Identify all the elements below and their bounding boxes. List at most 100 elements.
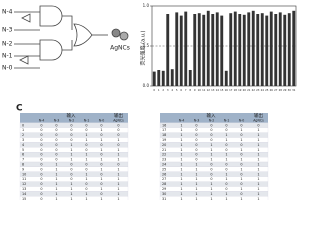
table-cell: 1 (225, 153, 227, 157)
table-cell: 1 (70, 192, 72, 196)
x-tick-label: 20 (243, 88, 247, 92)
table-cell: 1 (257, 162, 259, 166)
table-cell: 0 (70, 138, 72, 142)
table-cell: 0 (70, 128, 72, 132)
table-row-bg (19, 152, 129, 158)
table-cell: 1 (180, 187, 182, 191)
table-cell: 0 (40, 162, 42, 166)
table-cell: 0 (210, 133, 212, 137)
table-cell: 0 (195, 148, 197, 152)
table-cell: 0 (85, 187, 87, 191)
table-cell: 1 (257, 192, 259, 196)
table-cell: 1 (70, 143, 72, 147)
table-cell: 0 (210, 177, 212, 181)
table-cell: 22 (162, 153, 166, 157)
table-cell: 17 (162, 128, 166, 132)
table-cell: 0 (85, 182, 87, 186)
table-cell: 0 (40, 172, 42, 176)
table-cell: 0 (40, 192, 42, 196)
table-cell: 1 (100, 138, 102, 142)
column-header: N-4 (39, 118, 45, 122)
table-cell: 0 (100, 182, 102, 186)
table-cell: 1 (257, 187, 259, 191)
table-cell: 1 (85, 153, 87, 157)
table-cell: 1 (117, 138, 119, 142)
table-cell: 1 (180, 153, 182, 157)
table-row-bg (159, 142, 269, 148)
table-cell: 1 (100, 167, 102, 171)
table-cell: 0 (100, 143, 102, 147)
table-cell: 1 (117, 182, 119, 186)
x-tick-label: 15 (220, 88, 224, 92)
table-cell: 1 (117, 167, 119, 171)
table-cell: 1 (180, 123, 182, 127)
table-cell: 0 (210, 167, 212, 171)
table-cell: 1 (85, 197, 87, 200)
table-cell: 1 (70, 158, 72, 162)
table-cell: 1 (85, 133, 87, 137)
x-tick-label: 5 (176, 88, 178, 92)
table-cell: 1 (70, 197, 72, 200)
table-cell: 0 (225, 162, 227, 166)
table-cell: 1 (180, 197, 182, 200)
x-tick-label: 8 (189, 88, 191, 92)
bar (260, 13, 264, 87)
table-cell: 0 (225, 187, 227, 191)
table-cell: 1 (70, 153, 72, 157)
bar (188, 70, 192, 86)
table-row-bg (19, 181, 129, 187)
table-cell: 9 (22, 167, 24, 171)
x-tick-label: 9 (194, 88, 196, 92)
table-cell: 1 (257, 138, 259, 142)
wire (14, 11, 40, 69)
input-label: N-4 (2, 9, 13, 16)
table-cell: 13 (22, 187, 26, 191)
table-cell: 1 (55, 187, 57, 191)
table-cell: 0 (195, 143, 197, 147)
column-header: N-3 (54, 118, 60, 122)
bar (197, 13, 201, 87)
table-cell: 1 (100, 177, 102, 181)
column-header: N-1 (224, 118, 230, 122)
table-cell: 1 (85, 158, 87, 162)
table-cell: 0 (40, 182, 42, 186)
y-tick-label: 0.5 (143, 43, 150, 48)
table-cell: 1 (180, 177, 182, 181)
diagram-labels: N-4 N-3 N-2 N-1 N-0 AgNCs (2, 9, 130, 72)
table-cell: 1 (195, 162, 197, 166)
table-cell: 1 (240, 177, 242, 181)
table-cell: 0 (70, 177, 72, 181)
table-cell: 0 (40, 138, 42, 142)
figure: N-4 N-3 N-2 N-1 N-0 AgNCs C 荧光强度 (a.u.) … (2, 3, 297, 200)
table-cell: 0 (210, 172, 212, 176)
table-cell: 1 (55, 162, 57, 166)
table-cell: 1 (240, 148, 242, 152)
y-tick-label: 0.0 (143, 83, 150, 88)
table-cell: 28 (162, 182, 166, 186)
table-cell: 0 (257, 123, 259, 127)
table-cell: 1 (85, 138, 87, 142)
x-tick-label: 19 (238, 88, 242, 92)
table-cell: 1 (257, 153, 259, 157)
bar (224, 70, 228, 86)
table-cell: 0 (55, 123, 57, 127)
table-row-bg (159, 157, 269, 163)
table-cell: 1 (225, 192, 227, 196)
table-cell: 1 (240, 138, 242, 142)
table-row-bg (159, 147, 269, 153)
x-tick-label: 2 (162, 88, 164, 92)
table-row-bg (159, 186, 269, 192)
x-tick-label: 16 (225, 88, 229, 92)
table-cell: 1 (240, 197, 242, 200)
table-cell: 0 (40, 197, 42, 200)
table-row-bg (159, 196, 269, 200)
table-cell: 1 (225, 197, 227, 200)
table-cell: 0 (70, 123, 72, 127)
table-cell: 0 (240, 182, 242, 186)
table-cell: 1 (210, 148, 212, 152)
bar (265, 15, 269, 87)
table-cell: 1 (225, 138, 227, 142)
table-cell: 1 (117, 153, 119, 157)
table-cell: 1 (210, 192, 212, 196)
column-header: AgNCs (253, 118, 264, 122)
